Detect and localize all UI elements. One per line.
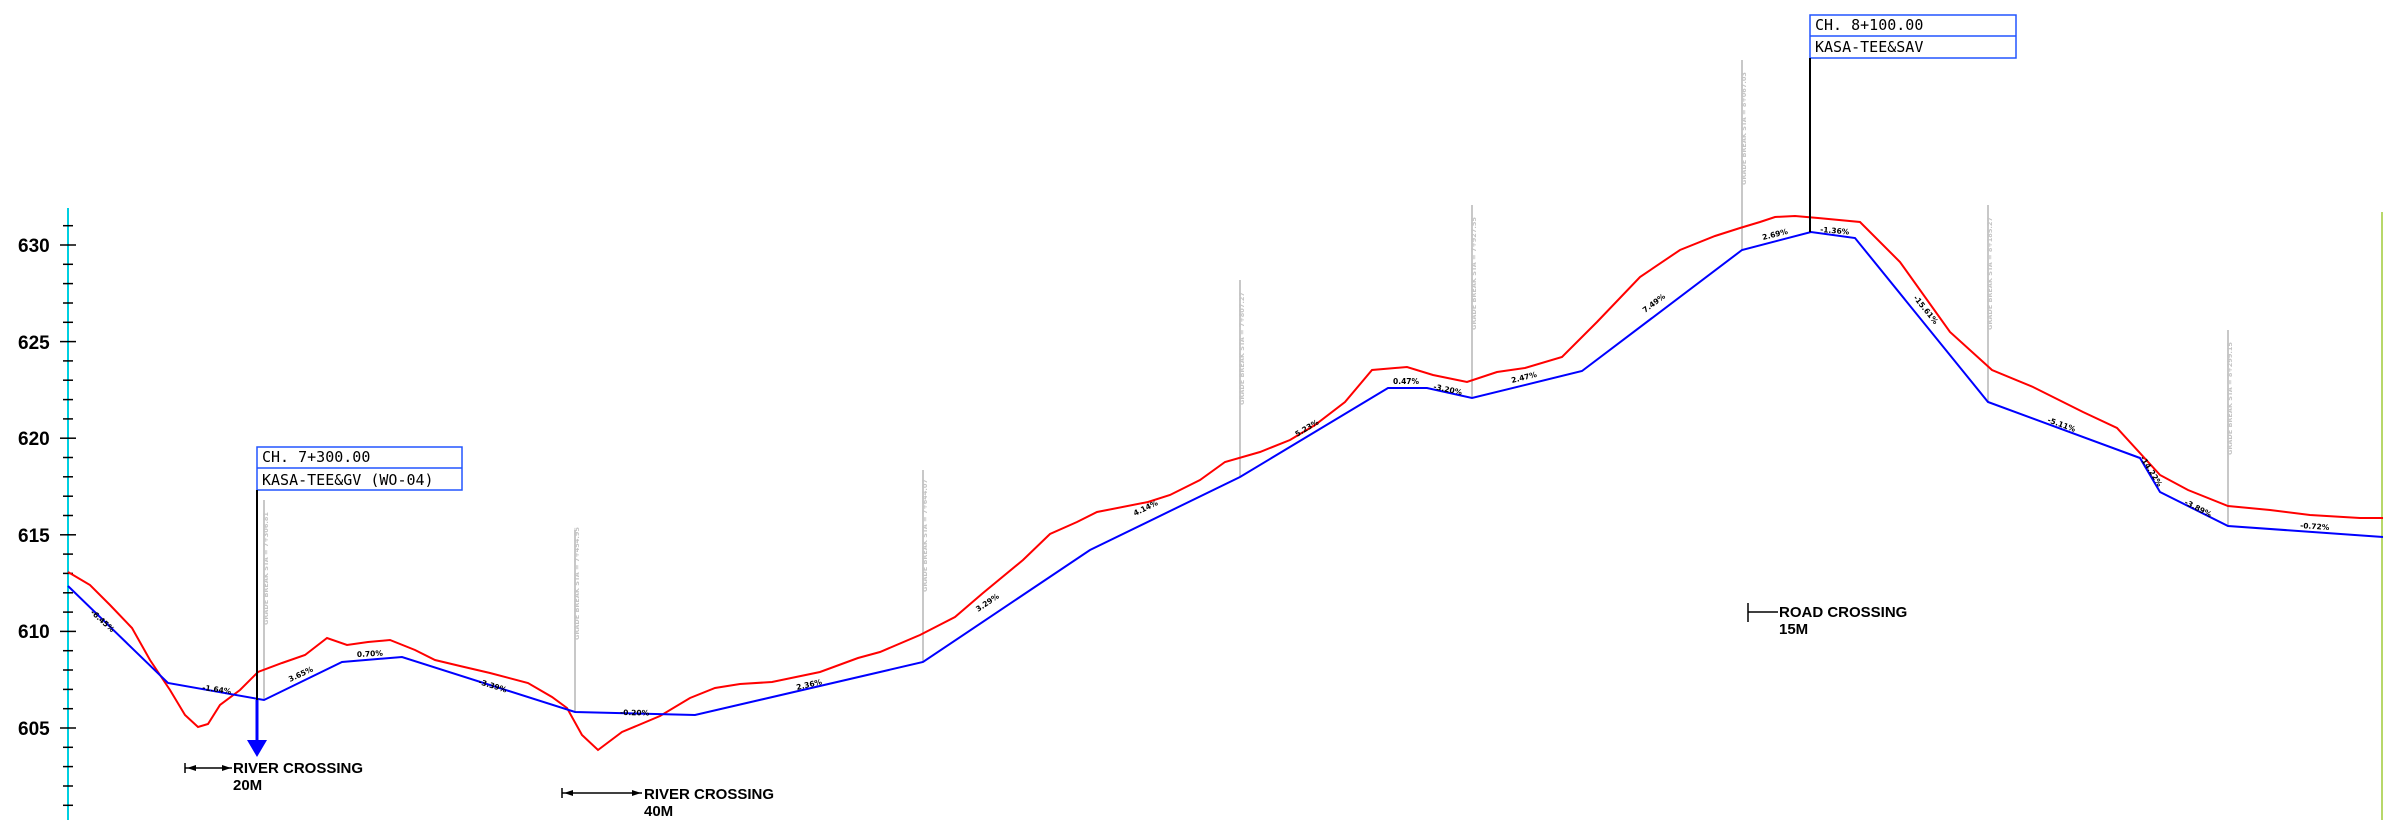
axis-minor-ticks	[60, 224, 76, 807]
grade-label: -1.64%	[202, 683, 233, 696]
elevation-axis: 630 625 620 615 610 605	[18, 208, 76, 820]
grade-label: -0.20%	[620, 708, 650, 718]
grade-break-note: GRADE BREAK STA = 7+306.81	[262, 512, 270, 625]
grade-label: 0.70%	[357, 649, 384, 659]
grade-label: 7.49%	[1641, 291, 1668, 314]
crossing-title: ROAD CROSSING	[1779, 604, 1907, 621]
road-crossing-15m: ROAD CROSSING 15M	[1747, 603, 1907, 638]
callout-chainage: CH. 7+300.00	[262, 448, 370, 466]
crossing-length: 20M	[233, 777, 262, 794]
grade-label: -3.89%	[2183, 498, 2213, 519]
grade-break-leaders	[263, 60, 2229, 712]
grade-label: 4.14%	[1132, 498, 1160, 518]
callout-description: KASA-TEE&GV (WO-04)	[262, 471, 434, 489]
elevation-label-605: 605	[18, 719, 50, 740]
grade-break-note: GRADE BREAK STA = 7+454.95	[573, 527, 581, 640]
river-crossing-20m: RIVER CROSSING 20M	[184, 760, 363, 794]
elevation-label-630: 630	[18, 236, 50, 257]
grade-label: -6.45%	[89, 608, 117, 635]
grade-break-note: GRADE BREAK STA = 8+185.27	[1986, 217, 1994, 330]
callout-description: KASA-TEE&SAV	[1815, 38, 1923, 56]
arrow-right-icon	[632, 790, 641, 796]
grade-break-note: GRADE BREAK STA = 8+299.15	[2226, 342, 2234, 455]
callout-chainage: CH. 8+100.00	[1815, 16, 1923, 34]
grade-break-notes: GRADE BREAK STA = 7+306.81 GRADE BREAK S…	[262, 72, 2234, 640]
grade-label: -0.72%	[2300, 521, 2330, 532]
elevation-label-610: 610	[18, 622, 50, 643]
grade-break-note: GRADE BREAK STA = 7+807.27	[1238, 292, 1246, 405]
grade-label: 0.47%	[1393, 377, 1420, 386]
crossing-length: 40M	[644, 803, 673, 820]
elevation-label-615: 615	[18, 526, 50, 547]
grade-label: -3.20%	[1433, 382, 1464, 397]
river-crossing-40m: RIVER CROSSING 40M	[561, 786, 774, 820]
grade-label: 3.29%	[974, 591, 1001, 613]
crossing-title: RIVER CROSSING	[644, 786, 774, 803]
grade-break-note: GRADE BREAK STA = 8+067.03	[1740, 72, 1748, 185]
crossing-title: RIVER CROSSING	[233, 760, 363, 777]
elevation-label-620: 620	[18, 429, 50, 450]
pipe-profile-line	[67, 230, 2383, 717]
grade-label: -3.39%	[477, 677, 508, 694]
crossing-length: 15M	[1779, 621, 1808, 638]
callout-ch-7300: CH. 7+300.00 KASA-TEE&GV (WO-04)	[247, 446, 463, 757]
down-arrow-icon	[247, 740, 267, 757]
ground-profile-line	[67, 214, 2383, 752]
grade-break-note: GRADE BREAK STA = 7+644.07	[921, 479, 929, 592]
grade-label: -1.36%	[1820, 225, 1850, 237]
elevation-label-625: 625	[18, 333, 50, 354]
arrow-left-icon	[564, 790, 573, 796]
arrow-right-icon	[222, 765, 231, 771]
arrow-left-icon	[187, 765, 196, 771]
grade-label: -5.11%	[2046, 415, 2077, 434]
callout-ch-8100: CH. 8+100.00 KASA-TEE&SAV	[1809, 14, 2017, 232]
grade-label: -14.22%	[2138, 454, 2164, 488]
grade-label: 2.36%	[795, 677, 823, 692]
grade-break-note: GRADE BREAK STA = 7+927.55	[1470, 217, 1478, 330]
